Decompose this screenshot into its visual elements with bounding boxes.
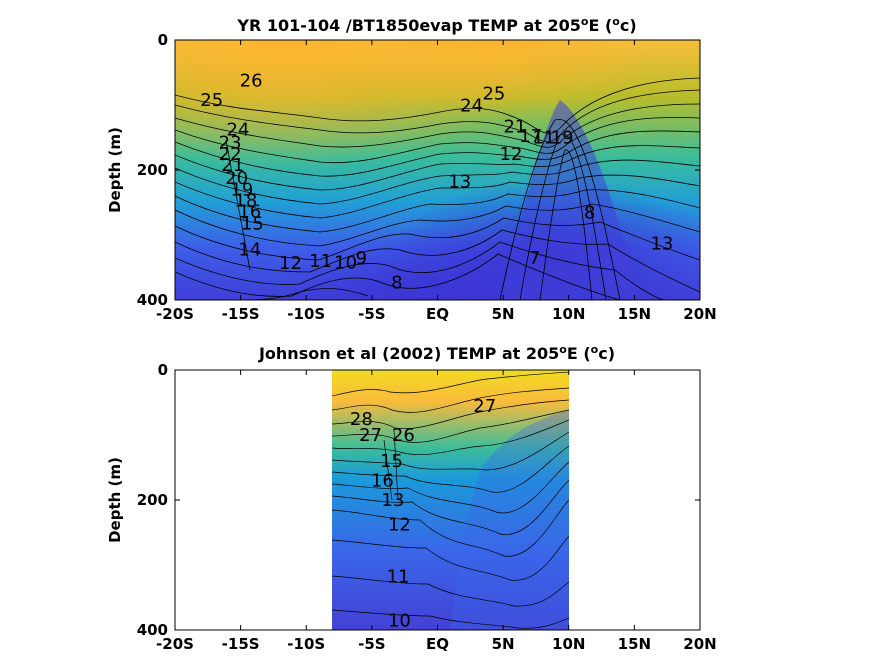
contour-label: 16 — [371, 471, 394, 492]
x-tick-label: 10N — [552, 305, 585, 323]
chart-title-bottom: Johnson et al (2002) TEMP at 205oE (oc) — [258, 343, 615, 363]
contour-label: 18 — [234, 191, 257, 212]
x-tick-label: -5S — [358, 635, 385, 653]
x-tick-label: 10N — [552, 635, 585, 653]
contour-label: 8 — [584, 202, 595, 223]
x-tick-label: -20S — [156, 305, 194, 323]
contour-label: 24 — [460, 96, 483, 117]
x-tick-label: 20N — [683, 305, 716, 323]
x-tick-label: 20N — [683, 635, 716, 653]
contour-label: 27 — [359, 425, 382, 446]
y-axis-label-bottom: Depth (m) — [106, 457, 124, 543]
panel-top: YR 101-104 /BT1850evap TEMP at 205oE (oc… — [106, 15, 717, 323]
x-tick-label: -10S — [287, 305, 325, 323]
contour-label: 27 — [473, 396, 496, 417]
contour-fill-bottom — [332, 370, 569, 630]
contour-label: 23 — [219, 133, 242, 154]
contour-label: 12 — [279, 253, 302, 274]
contour-label: 7 — [529, 248, 540, 269]
chart-title-top: YR 101-104 /BT1850evap TEMP at 205oE (oc… — [236, 15, 636, 35]
contour-label: 16 — [238, 202, 261, 223]
x-tick-label: EQ — [426, 305, 449, 323]
axis-ticks-bottom: -20S -15S -10S -5S EQ 5N 10N 15N 20N 0 200 400 — [137, 361, 717, 653]
contour-label: 25 — [200, 90, 223, 111]
contour-label: 11 — [532, 128, 555, 149]
contour-label: 17 — [519, 126, 542, 147]
contour-label: 19 — [230, 180, 253, 201]
contour-label: 15 — [241, 213, 264, 234]
x-tick-label: -15S — [222, 635, 260, 653]
contour-label: 15 — [380, 451, 403, 472]
contour-label: 25 — [482, 83, 505, 104]
x-tick-label: -15S — [222, 305, 260, 323]
contour-label: 19 — [551, 128, 574, 149]
axis-ticks-top: -20S -15S -10S -5S EQ 5N 10N 15N 20N 0 200 400 — [137, 31, 717, 323]
contour-label: 20 — [225, 168, 248, 189]
contour-label: 11 — [387, 567, 410, 588]
contour-label: 22 — [219, 144, 242, 165]
x-tick-label: 5N — [492, 305, 515, 323]
x-tick-label: -20S — [156, 635, 194, 653]
x-tick-label: -10S — [287, 635, 325, 653]
y-tick-label: 0 — [158, 31, 168, 49]
x-tick-label: EQ — [426, 635, 449, 653]
panel-bottom: Johnson et al (2002) TEMP at 205oE (oc) — [106, 343, 717, 653]
contour-label: 21 — [503, 116, 526, 137]
contour-label: 11 — [309, 251, 332, 272]
y-tick-label: 400 — [137, 621, 168, 639]
contour-label: 13 — [650, 233, 673, 254]
contour-lines-top — [175, 77, 700, 300]
contour-label: 28 — [350, 409, 373, 430]
contour-label: 24 — [227, 120, 250, 141]
x-tick-label: 5N — [492, 635, 515, 653]
y-tick-label: 400 — [137, 291, 168, 309]
contour-label: 10 — [334, 252, 357, 273]
contour-label: 21 — [221, 155, 244, 176]
contour-label: 26 — [392, 425, 415, 446]
contour-label: 8 — [391, 272, 402, 293]
contour-label: 10 — [388, 610, 411, 631]
y-tick-label: 200 — [137, 491, 168, 509]
y-tick-label: 0 — [158, 361, 168, 379]
x-tick-label: 15N — [618, 635, 651, 653]
x-tick-label: -5S — [358, 305, 385, 323]
contour-lines-bottom — [332, 371, 569, 629]
y-axis-label-top: Depth (m) — [106, 127, 124, 213]
contour-label: 13 — [381, 490, 404, 511]
contour-label: 14 — [238, 239, 261, 260]
contour-label: 12 — [388, 515, 411, 536]
contour-label: 26 — [240, 70, 263, 91]
contour-label: 12 — [500, 144, 523, 165]
contour-label: 9 — [356, 248, 367, 269]
y-tick-label: 200 — [137, 161, 168, 179]
x-tick-label: 15N — [618, 305, 651, 323]
contour-label: 13 — [448, 172, 471, 193]
contour-fill-top — [175, 40, 700, 300]
